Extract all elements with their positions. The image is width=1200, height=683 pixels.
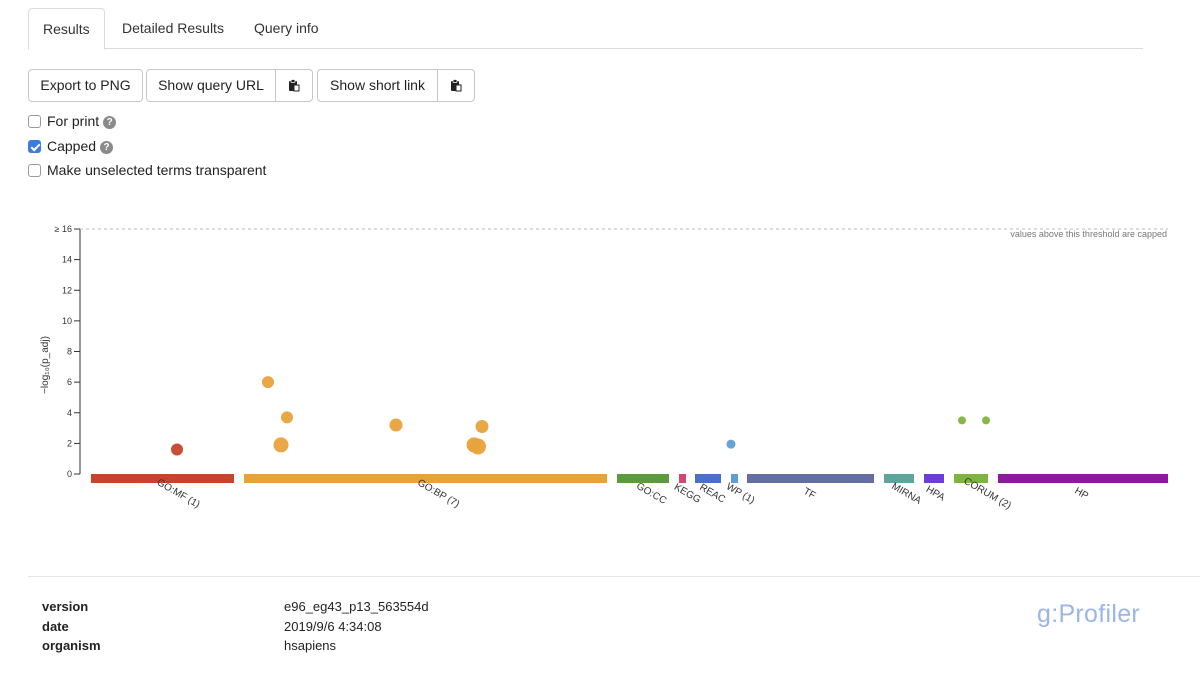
meta-date-value: 2019/9/6 4:34:08 (284, 619, 382, 634)
term-point (958, 416, 966, 425)
term-point (470, 438, 486, 455)
threshold-note: values above this threshold are capped (1010, 229, 1167, 239)
capped-label: Capped (47, 138, 97, 154)
y-tick-label: 0 (67, 469, 72, 479)
copy-short-link-button[interactable] (438, 70, 474, 101)
y-tick-label: 14 (62, 255, 72, 265)
tab-detailed-results[interactable]: Detailed Results (122, 20, 224, 36)
show-short-link-button[interactable]: Show short link (330, 77, 425, 93)
tab-query-info[interactable]: Query info (254, 20, 319, 36)
y-tick-label: 8 (67, 347, 72, 357)
term-point (389, 418, 403, 432)
source-label: GO:CC (634, 481, 668, 507)
help-icon[interactable]: ? (100, 141, 114, 154)
source-label: MIRNA (890, 481, 924, 507)
meta-version-label: version (42, 599, 89, 614)
term-point (171, 443, 183, 456)
clipboard-icon (450, 72, 462, 92)
meta-organism-label: organism (42, 638, 101, 653)
source-bar (679, 474, 686, 483)
footer-divider (28, 576, 1200, 577)
copy-query-url-button[interactable] (276, 70, 312, 101)
term-point (273, 437, 289, 453)
term-point (475, 420, 489, 434)
export-png-button[interactable]: Export to PNG (28, 69, 143, 102)
source-bar (244, 474, 607, 483)
y-axis-label: −log₁₀(p_adj) (40, 336, 51, 394)
source-bar (884, 474, 914, 483)
capped-option: Capped? (28, 137, 114, 155)
source-bar (695, 474, 721, 483)
source-label: KEGG (672, 482, 703, 506)
source-label: REAC (697, 482, 727, 505)
result-tabs: Results Detailed Results Query info (28, 8, 1143, 50)
y-tick-label: ≥ 16 (55, 224, 72, 234)
manhattan-plot: 0 2 4 6 8 10 12 14 ≥ 16 values above this thresh… (40, 224, 1168, 512)
source-bar (924, 474, 944, 483)
source-bar (998, 474, 1168, 483)
source-bar (617, 474, 669, 483)
data-points (171, 376, 990, 456)
tab-results[interactable]: Results (28, 8, 105, 50)
transparent-label: Make unselected terms transparent (47, 162, 267, 178)
meta-version-value: e96_eg43_p13_563554d (284, 599, 429, 614)
source-bar (954, 474, 988, 483)
term-point (262, 376, 274, 389)
meta-organism-value: hsapiens (284, 638, 337, 653)
y-tick-label: 10 (62, 316, 72, 326)
query-url-group: Show query URL (146, 69, 313, 102)
source-label: WP (1) (724, 481, 756, 506)
clipboard-icon (288, 72, 300, 92)
gprofiler-logo: g:Profiler (1037, 600, 1141, 628)
for-print-label: For print (47, 113, 100, 129)
source-bar (91, 474, 234, 483)
term-point (281, 411, 293, 424)
y-axis: 0 2 4 6 8 10 12 14 ≥ 16 (55, 224, 81, 479)
for-print-checkbox[interactable] (28, 115, 41, 128)
source-label: HPA (924, 484, 947, 504)
source-bar (747, 474, 874, 483)
transparent-option: Make unselected terms transparent (28, 161, 266, 179)
source-bar (731, 474, 738, 483)
term-point (982, 416, 990, 425)
short-link-group: Show short link (317, 69, 475, 102)
term-point (726, 439, 736, 449)
source-bars (91, 474, 1168, 483)
meta-date-label: date (42, 619, 69, 634)
y-tick-label: 12 (62, 285, 72, 295)
help-icon[interactable]: ? (103, 116, 117, 129)
source-label: TF (801, 486, 817, 502)
source-label: HP (1072, 486, 1090, 503)
capped-checkbox[interactable] (28, 140, 41, 153)
y-tick-label: 4 (67, 408, 72, 418)
y-tick-label: 6 (67, 377, 72, 387)
for-print-option: For print? (28, 112, 117, 130)
transparent-checkbox[interactable] (28, 164, 41, 177)
show-query-url-button[interactable]: Show query URL (158, 77, 264, 93)
y-tick-label: 2 (67, 438, 72, 448)
